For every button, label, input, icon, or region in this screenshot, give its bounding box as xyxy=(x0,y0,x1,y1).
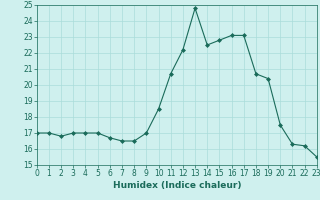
X-axis label: Humidex (Indice chaleur): Humidex (Indice chaleur) xyxy=(113,181,241,190)
